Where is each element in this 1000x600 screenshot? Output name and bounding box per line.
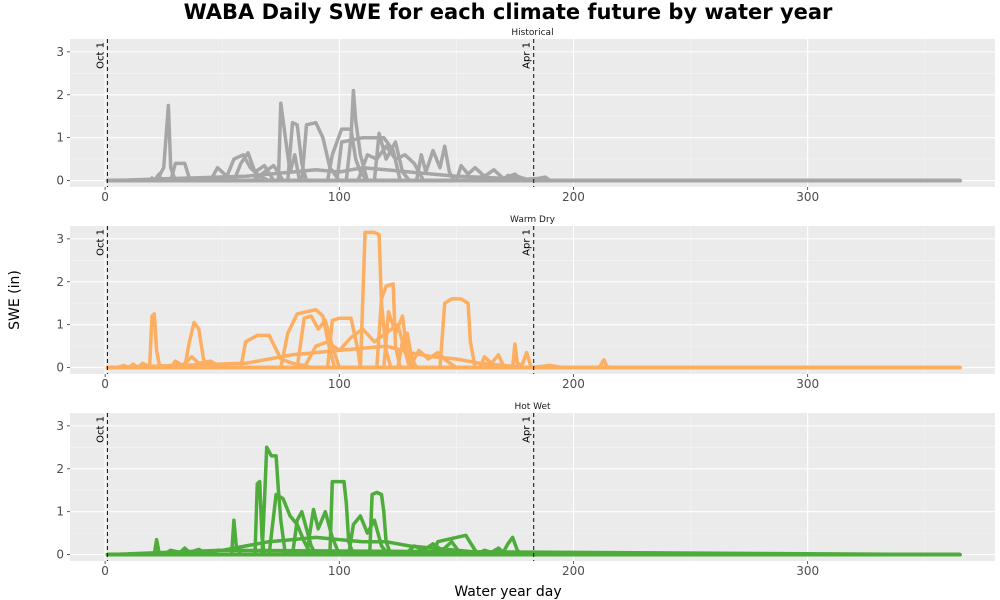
reference-line-label: Apr 1 [522,416,533,443]
x-tick-label: 100 [328,190,351,204]
x-tick-label: 0 [101,564,109,578]
y-tick-label: 0 [56,174,64,188]
panel-strip-label: Warm Dry [510,215,556,225]
panel-hot-wet: Hot Wet 0 100 200 300 0 1 2 3 Oct 1 Apr 1 [56,402,995,578]
series-line [105,344,962,370]
series-line [105,153,962,183]
series-line [105,144,962,183]
x-tick-label: 300 [796,564,819,578]
x-tick-label: 200 [562,564,585,578]
y-tick-label: 2 [56,88,64,102]
x-tick-label: 200 [562,190,585,204]
series-line [105,307,962,370]
y-tick-label: 1 [56,131,64,145]
y-tick-label: 3 [56,45,64,59]
y-tick-label: 0 [56,361,64,375]
chart-title: WABA Daily SWE for each climate future b… [184,0,833,24]
y-tick-label: 2 [56,275,64,289]
x-axis-title: Water year day [454,584,561,600]
x-tick-label: 100 [328,564,351,578]
series-line [105,551,962,557]
x-tick-label: 300 [796,377,819,391]
x-tick-label: 200 [562,377,585,391]
panel-strip-label: Hot Wet [514,402,551,412]
y-tick-label: 3 [56,232,64,246]
series-line [105,535,962,557]
series-line [105,101,962,183]
y-tick-label: 1 [56,505,64,519]
series-line [105,230,962,370]
y-tick-label: 1 [56,318,64,332]
series-line [105,297,962,370]
panel-background [70,226,995,374]
series-line [105,88,962,183]
panel-warm-dry: Warm Dry 0 100 200 300 0 1 2 3 Oct 1 Apr 1 [56,215,995,391]
series-line [105,490,962,557]
x-tick-label: 0 [101,377,109,391]
series-line [105,507,962,557]
series-line [105,322,962,370]
series-line [105,314,962,370]
series-line [105,539,962,557]
y-tick-label: 3 [56,419,64,433]
reference-line-label: Apr 1 [522,42,533,69]
series-line [105,514,962,557]
x-tick-label: 100 [328,377,351,391]
panel-background [70,413,995,561]
reference-line-label: Oct 1 [95,229,106,256]
x-tick-label: 300 [796,190,819,204]
reference-line-label: Oct 1 [95,42,106,69]
series-line [105,135,962,183]
x-tick-label: 0 [101,190,109,204]
series-line [105,445,962,557]
y-tick-label: 2 [56,462,64,476]
panel-historical: Historical 0 100 200 300 0 1 2 3 Oct 1 Apr 1 [56,28,995,204]
reference-line-label: Oct 1 [95,416,106,443]
series-line [105,535,962,557]
panel-background [70,39,995,187]
reference-line-label: Apr 1 [522,229,533,256]
y-tick-label: 0 [56,548,64,562]
panel-strip-label: Historical [511,28,553,38]
series-line [105,348,962,370]
y-axis-title: SWE (in) [7,270,23,330]
